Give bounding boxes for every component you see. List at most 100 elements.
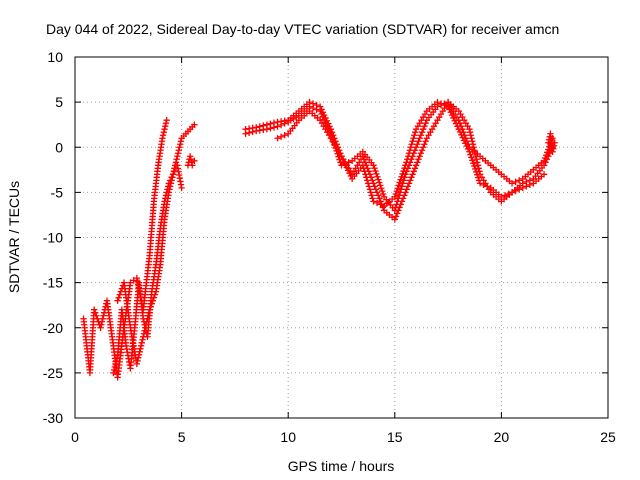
data-point xyxy=(501,192,509,199)
data-point xyxy=(191,121,198,128)
data-point xyxy=(176,141,184,148)
data-point xyxy=(165,189,173,196)
data-point xyxy=(401,164,408,172)
x-tick-label: 15 xyxy=(387,429,403,445)
y-axis-label: SDTVAR / TECUs xyxy=(6,181,22,293)
data-point xyxy=(313,106,320,113)
data-point xyxy=(363,174,370,181)
data-point xyxy=(371,164,378,172)
data-point xyxy=(151,291,159,298)
data-point xyxy=(369,195,376,202)
data-point xyxy=(405,150,413,157)
axis-ticks: 0 5 10 15 20 25 -30 -25 -20 -15 -10 -5 0 5 10 xyxy=(43,49,616,445)
data-point xyxy=(466,126,473,133)
data-point xyxy=(115,294,122,301)
data-point xyxy=(140,330,148,337)
data-point xyxy=(342,161,349,168)
data-point xyxy=(398,183,406,190)
data-point xyxy=(377,201,384,208)
data-point xyxy=(523,183,530,190)
data-point xyxy=(404,183,412,190)
data-point xyxy=(416,153,423,160)
y-tick-label: 10 xyxy=(47,49,63,65)
data-point xyxy=(466,129,474,136)
data-point xyxy=(139,336,146,343)
data-point xyxy=(346,169,353,177)
data-point xyxy=(370,162,377,169)
data-point xyxy=(340,158,348,166)
data-point xyxy=(277,121,285,129)
data-point xyxy=(137,342,145,349)
data-point xyxy=(455,126,462,133)
data-point xyxy=(400,167,407,175)
data-point xyxy=(187,156,195,163)
data-point xyxy=(344,167,352,174)
data-point xyxy=(136,348,143,356)
data-point xyxy=(274,135,281,142)
data-point xyxy=(406,147,414,154)
data-point xyxy=(375,192,382,199)
data-point xyxy=(178,184,185,192)
data-point xyxy=(399,180,406,187)
data-point xyxy=(476,180,484,187)
data-point xyxy=(468,154,475,161)
x-tick-label: 20 xyxy=(494,429,510,445)
grid-lines xyxy=(74,56,609,419)
data-point xyxy=(551,139,558,146)
data-point xyxy=(396,179,403,186)
data-point xyxy=(159,135,166,142)
data-point xyxy=(135,351,143,359)
data-point xyxy=(113,357,120,365)
data-point xyxy=(408,141,415,148)
y-tick-label: -20 xyxy=(43,320,63,336)
series-track-7 xyxy=(274,98,548,210)
data-point xyxy=(415,138,422,145)
data-point xyxy=(411,165,419,172)
data-point xyxy=(343,164,351,171)
data-point xyxy=(162,119,170,127)
data-point xyxy=(173,156,180,163)
data-point xyxy=(163,116,170,124)
data-point xyxy=(174,150,182,157)
data-point xyxy=(391,193,398,201)
data-point xyxy=(150,294,158,301)
data-point xyxy=(93,312,100,319)
data-point xyxy=(372,186,380,193)
data-point xyxy=(421,122,428,130)
data-point xyxy=(379,190,387,198)
data-point xyxy=(392,213,400,220)
data-point xyxy=(444,103,452,110)
series-track-4 xyxy=(184,153,198,169)
data-point xyxy=(177,138,185,145)
data-point xyxy=(249,128,256,136)
data-point xyxy=(160,129,168,136)
data-point xyxy=(417,132,425,139)
data-point xyxy=(474,159,481,166)
data-point xyxy=(144,315,151,322)
data-point xyxy=(462,140,469,147)
data-point xyxy=(367,189,375,196)
data-point xyxy=(515,186,523,193)
data-point xyxy=(414,159,421,166)
data-point xyxy=(110,366,118,374)
data-point xyxy=(189,162,196,169)
data-point xyxy=(508,189,516,196)
data-point xyxy=(137,345,144,353)
data-point xyxy=(395,195,402,202)
data-point xyxy=(135,354,142,362)
data-point xyxy=(399,170,406,178)
data-point xyxy=(480,181,487,189)
series-track-6 xyxy=(242,98,556,214)
data-point xyxy=(420,126,427,133)
data-point xyxy=(376,179,383,186)
data-point xyxy=(323,122,331,129)
x-tick-label: 25 xyxy=(600,429,616,445)
data-point xyxy=(414,141,421,148)
data-point xyxy=(512,187,519,195)
data-point xyxy=(483,183,491,190)
x-axis-label: GPS time / hours xyxy=(288,458,395,474)
data-point xyxy=(393,201,400,208)
data-point xyxy=(159,132,167,139)
data-points xyxy=(80,98,558,381)
